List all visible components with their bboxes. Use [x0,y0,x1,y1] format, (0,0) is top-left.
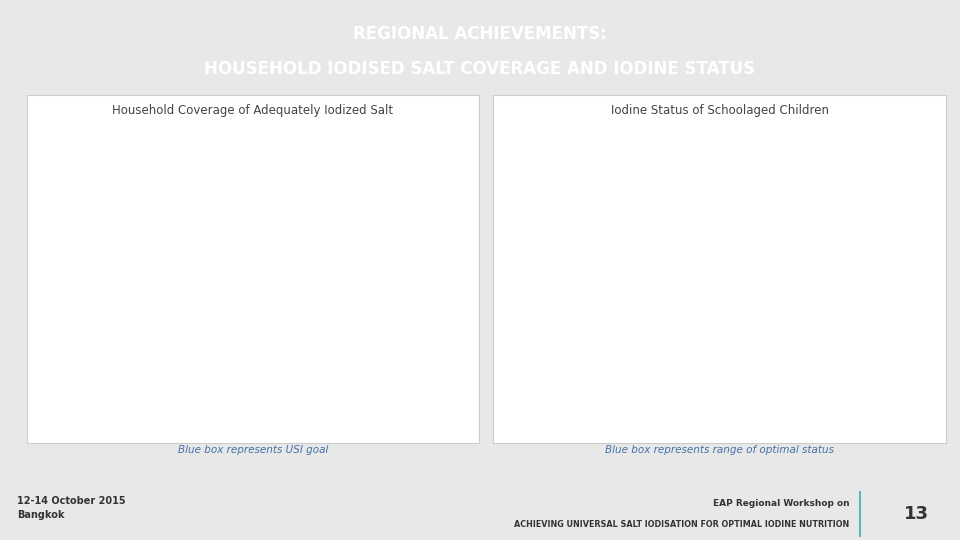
Point [768,279,783,287]
Bar [297,355,322,370]
Text: Iodine Status of Schoolaged Children: Iodine Status of Schoolaged Children [611,104,828,117]
Text: 12-14 October 2015
Bangkok: 12-14 October 2015 Bangkok [17,496,126,520]
Bar [386,288,411,370]
Text: Household Coverage of Adequately Iodized Salt: Household Coverage of Adequately Iodized… [112,104,394,117]
Text: Blue box represents range of optimal status: Blue box represents range of optimal sta… [605,445,834,455]
Bar [118,141,142,370]
Point [634,287,649,295]
Point [723,285,738,293]
Bar [73,276,98,370]
Bar [342,190,366,370]
Point [679,187,694,195]
Bar [431,309,455,370]
Point [902,230,918,239]
Text: 13: 13 [904,505,929,523]
Point [589,174,605,183]
Bar [252,307,276,370]
Text: HOUSEHOLD IODISED SALT COVERAGE AND IODINE STATUS: HOUSEHOLD IODISED SALT COVERAGE AND IODI… [204,60,756,78]
Text: EAP Regional Workshop on: EAP Regional Workshop on [713,498,850,508]
Point [812,228,828,237]
Point [544,296,560,305]
Text: REGIONAL ACHIEVEMENTS:: REGIONAL ACHIEVEMENTS: [353,25,607,43]
Text: ACHIEVING UNIVERSAL SALT IODISATION FOR OPTIMAL IODINE NUTRITION: ACHIEVING UNIVERSAL SALT IODISATION FOR … [515,520,850,529]
Bar [525,129,937,289]
Bar [162,314,187,370]
Bar [59,130,470,153]
Text: Blue box represents USI goal: Blue box represents USI goal [178,445,328,455]
Point [857,267,873,275]
Bar [207,238,231,370]
